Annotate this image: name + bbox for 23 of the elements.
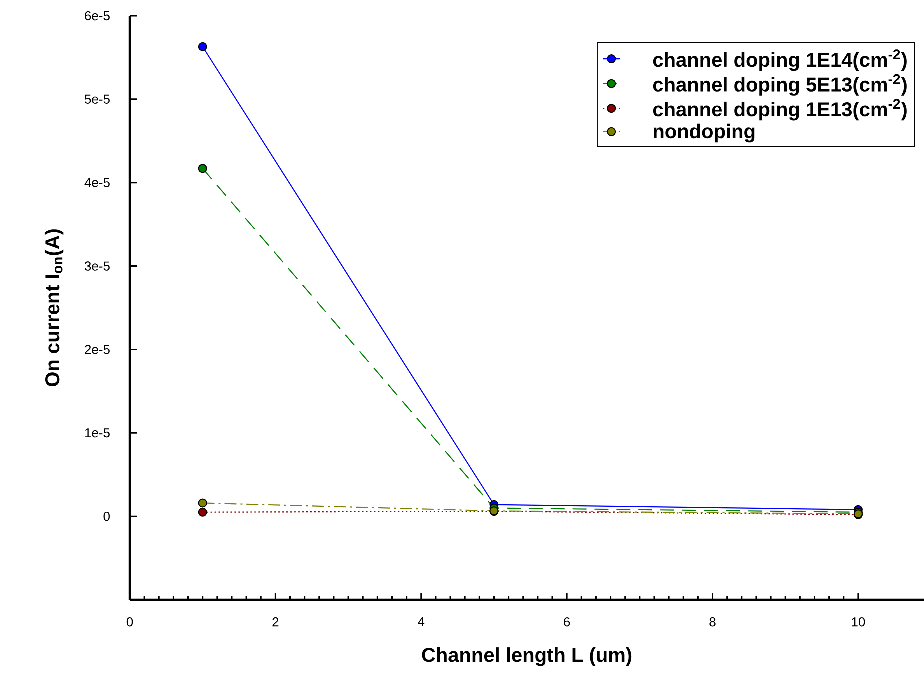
y-tick-label: 6e-5: [85, 11, 110, 21]
y-axis-title: On current I$_{on}$(A): [44, 230, 64, 387]
x-tick-label: 10: [852, 618, 866, 627]
x-tick-label: 0: [126, 618, 134, 627]
legend-label: nondoping: [654, 124, 755, 143]
point: [198, 498, 208, 508]
legend-label: channel doping 1E13(cm$^{-2}$): [653, 99, 907, 121]
y-tick-label: 3e-5: [84, 262, 110, 271]
x-tick-label: 4: [418, 618, 425, 626]
y-tick-label: 0: [104, 512, 110, 522]
y-tick-label: 1e-5: [85, 428, 110, 438]
legend-label: channel doping 1E14(cm$^{-2}$): [653, 50, 907, 72]
x-tick-label: 6: [564, 618, 570, 627]
x-tick-label: 2: [272, 618, 279, 627]
y-tick-label: 2e-5: [85, 345, 110, 354]
y-tick-label: 4e-5: [84, 178, 110, 188]
point: [198, 508, 208, 517]
x-axis-title: Channel length L (um): [422, 648, 632, 666]
x-tick-label: 8: [710, 618, 716, 627]
point: [198, 164, 208, 174]
y-tick-label: 5e-5: [84, 94, 110, 104]
point: [198, 42, 208, 52]
legend-label: channel doping 5E13(cm$^{-2}$): [653, 74, 907, 96]
